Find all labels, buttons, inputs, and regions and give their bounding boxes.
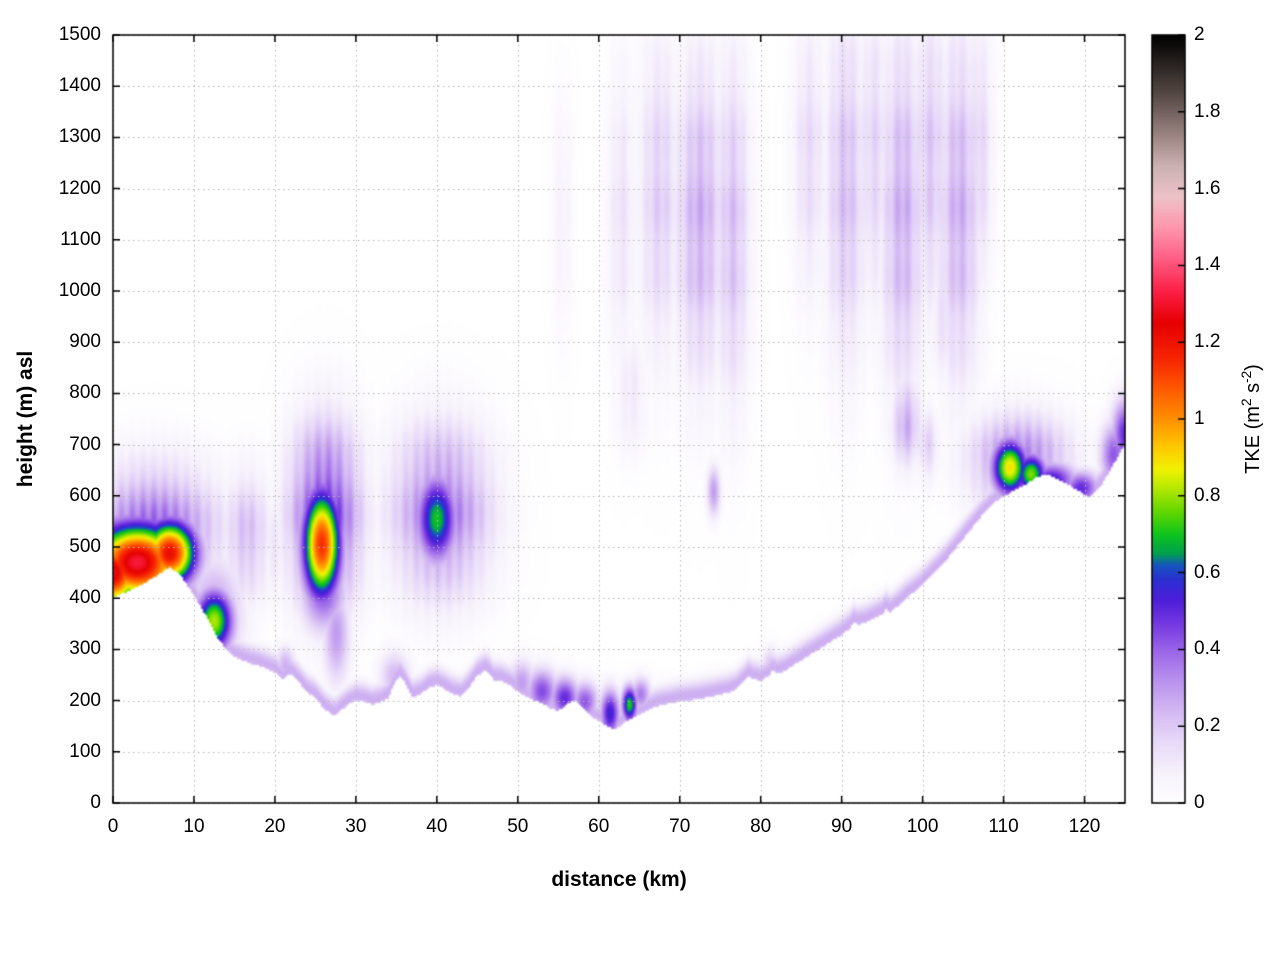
y-tick-label: 100	[69, 740, 101, 762]
y-tick-label: 0	[90, 792, 101, 813]
y-tick-label: 700	[69, 433, 101, 455]
x-tick-label: 20	[264, 816, 286, 837]
x-tick-label: 70	[669, 816, 691, 837]
x-tick-label: 30	[345, 816, 367, 837]
x-tick-label: 10	[183, 816, 205, 837]
y-tick-label: 1300	[58, 126, 101, 148]
y-tick-label: 300	[69, 638, 101, 660]
colorbar-tick-label: 1.4	[1194, 254, 1221, 276]
colorbar-tick-label: 0.2	[1194, 715, 1221, 737]
y-tick-label: 1100	[60, 228, 101, 250]
x-axis-title: distance (km)	[551, 868, 687, 891]
y-tick-label: 1000	[58, 280, 101, 301]
y-tick-label: 600	[69, 484, 101, 506]
x-tick-label: 60	[588, 816, 610, 837]
colorbar-tick-label: 0.6	[1194, 561, 1221, 583]
colorbar-tick-label: 1	[1194, 408, 1205, 429]
colorbar-title-pre: TKE (m	[1241, 406, 1264, 474]
y-tick-label: 500	[69, 536, 101, 557]
colorbar-tick-label: 0.4	[1194, 638, 1221, 660]
y-tick-label: 200	[69, 689, 101, 711]
x-tick-label: 40	[426, 816, 448, 837]
y-tick-label: 400	[69, 587, 101, 609]
colorbar-tick-label: 1.8	[1194, 100, 1221, 122]
colorbar-title-sup2: -2	[1239, 370, 1255, 383]
colorbar-tick-label: 0.8	[1194, 484, 1221, 506]
x-tick-label: 110	[988, 816, 1019, 837]
y-tick-label: 1200	[58, 177, 101, 199]
y-tick-label: 1400	[58, 75, 101, 97]
x-tick-label: 100	[906, 816, 939, 837]
y-tick-label: 1500	[58, 24, 101, 45]
colorbar-title-mid: s	[1241, 382, 1264, 399]
colorbar-tick-label: 1.2	[1194, 331, 1221, 353]
x-tick-label: 50	[507, 816, 529, 837]
colorbar-tick-label: 2	[1194, 24, 1205, 45]
y-tick-label: 900	[69, 331, 101, 353]
colorbar-title: TKE (m2 s-2)	[1239, 364, 1265, 474]
x-tick-label: 90	[831, 816, 853, 837]
x-tick-label: 0	[107, 816, 119, 837]
colorbar-tick-label: 0	[1194, 792, 1205, 813]
colorbar-title-sup1: 2	[1239, 398, 1255, 407]
colorbar-tick-label: 1.6	[1194, 177, 1221, 199]
y-tick-label: 800	[69, 382, 101, 404]
colorbar-title-post: )	[1241, 364, 1264, 371]
x-tick-label: 80	[750, 816, 772, 837]
y-axis-title: height (m) asl	[14, 350, 37, 488]
x-tick-label: 120	[1068, 816, 1101, 837]
